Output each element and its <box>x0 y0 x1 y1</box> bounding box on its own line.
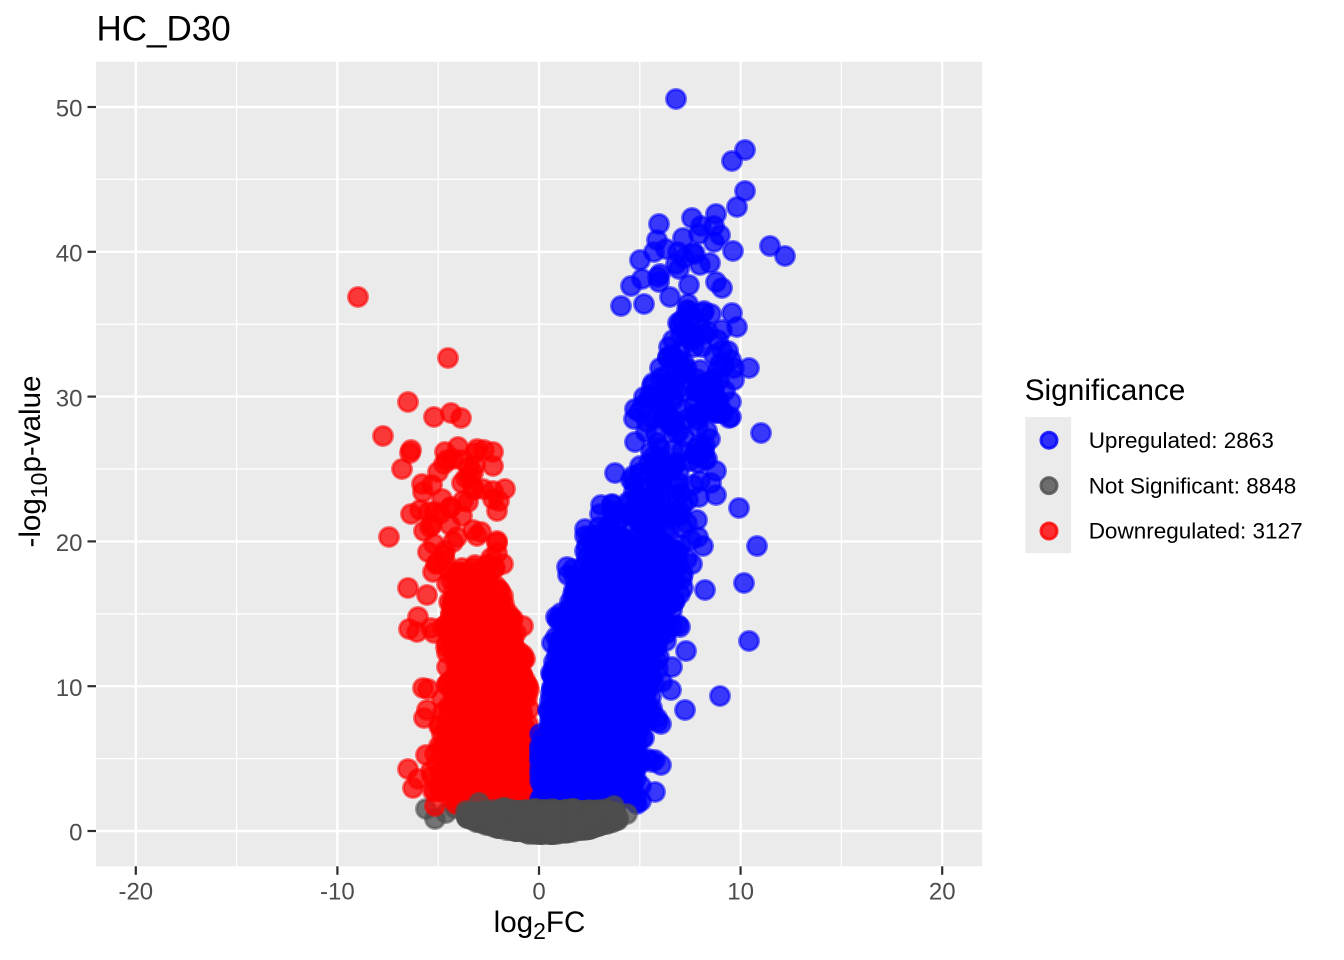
svg-text:20: 20 <box>929 878 956 905</box>
svg-text:Upregulated: 2863: Upregulated: 2863 <box>1089 428 1274 453</box>
svg-text:0: 0 <box>532 878 545 905</box>
svg-text:-log10p-value: -log10p-value <box>14 375 52 547</box>
svg-text:20: 20 <box>56 530 83 557</box>
svg-text:-20: -20 <box>118 878 153 905</box>
svg-text:-10: -10 <box>320 878 355 905</box>
svg-text:10: 10 <box>727 878 754 905</box>
svg-text:Downregulated: 3127: Downregulated: 3127 <box>1089 519 1303 544</box>
svg-text:30: 30 <box>56 385 83 412</box>
svg-text:HC_D30: HC_D30 <box>97 10 231 49</box>
svg-text:0: 0 <box>69 820 82 847</box>
svg-text:Not Significant: 8848: Not Significant: 8848 <box>1089 473 1297 498</box>
svg-text:40: 40 <box>56 241 83 268</box>
svg-text:Significance: Significance <box>1025 374 1186 407</box>
svg-text:log2FC: log2FC <box>494 906 586 944</box>
svg-text:50: 50 <box>56 96 83 123</box>
svg-text:10: 10 <box>56 675 83 702</box>
